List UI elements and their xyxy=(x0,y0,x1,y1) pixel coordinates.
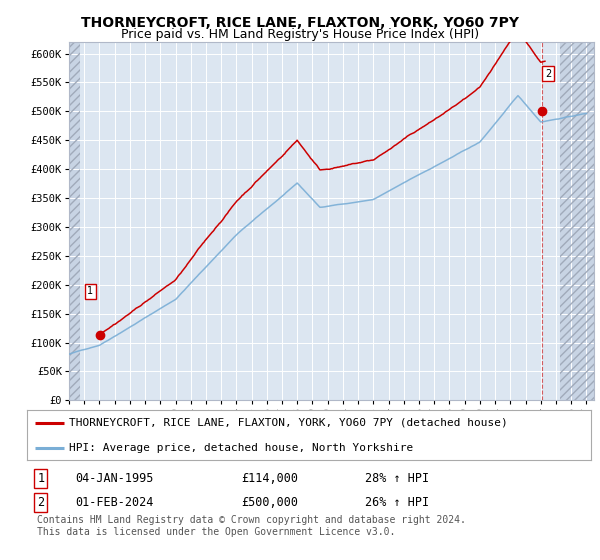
Text: 1: 1 xyxy=(37,473,44,486)
Text: THORNEYCROFT, RICE LANE, FLAXTON, YORK, YO60 7PY (detached house): THORNEYCROFT, RICE LANE, FLAXTON, YORK, … xyxy=(70,418,508,427)
Text: Price paid vs. HM Land Registry's House Price Index (HPI): Price paid vs. HM Land Registry's House … xyxy=(121,28,479,41)
Text: Contains HM Land Registry data © Crown copyright and database right 2024.
This d: Contains HM Land Registry data © Crown c… xyxy=(37,515,466,537)
Text: HPI: Average price, detached house, North Yorkshire: HPI: Average price, detached house, Nort… xyxy=(70,443,413,452)
Text: 01-FEB-2024: 01-FEB-2024 xyxy=(75,496,154,509)
Text: THORNEYCROFT, RICE LANE, FLAXTON, YORK, YO60 7PY: THORNEYCROFT, RICE LANE, FLAXTON, YORK, … xyxy=(81,16,519,30)
Text: 28% ↑ HPI: 28% ↑ HPI xyxy=(365,473,430,486)
Text: £114,000: £114,000 xyxy=(241,473,298,486)
Text: 2: 2 xyxy=(545,69,551,79)
Text: £500,000: £500,000 xyxy=(241,496,298,509)
Text: 26% ↑ HPI: 26% ↑ HPI xyxy=(365,496,430,509)
Bar xyxy=(69,42,80,400)
Bar xyxy=(560,42,594,400)
Text: 04-JAN-1995: 04-JAN-1995 xyxy=(75,473,154,486)
Text: 1: 1 xyxy=(88,286,94,296)
Text: 2: 2 xyxy=(37,496,44,509)
